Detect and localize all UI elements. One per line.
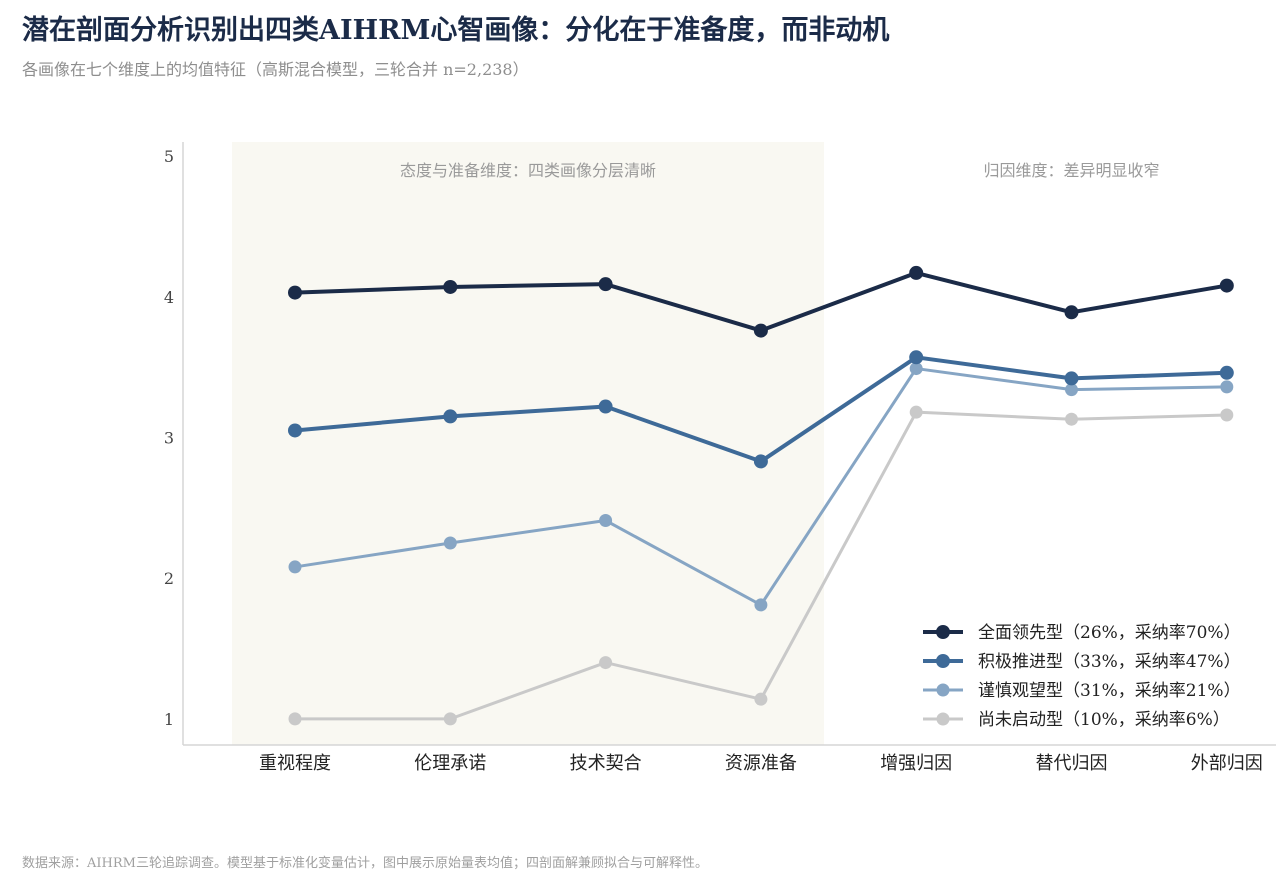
data-point bbox=[1064, 371, 1079, 386]
data-point bbox=[288, 712, 302, 726]
data-point bbox=[1065, 412, 1078, 426]
series-1 bbox=[288, 350, 1234, 469]
y-tick-label: 3 bbox=[164, 429, 174, 448]
legend-label: 积极推进型（33%，采纳率47%） bbox=[978, 652, 1241, 672]
y-tick-label: 1 bbox=[164, 710, 174, 729]
data-point bbox=[599, 656, 613, 670]
legend: 全面领先型（26%，采纳率70%） 积极推进型（33%，采纳率47%） 谨慎观望型（… bbox=[923, 623, 1241, 730]
data-point bbox=[288, 560, 302, 574]
data-point bbox=[288, 285, 302, 300]
band-label-1: 归因维度：差异明显收窄 bbox=[983, 161, 1159, 180]
y-tick-label: 5 bbox=[164, 147, 174, 166]
chart-subtitle: 各画像在七个维度上的均值特征（高斯混合模型，三轮合并 n=2,238） bbox=[22, 60, 529, 79]
x-tick-label: 增强归因 bbox=[880, 753, 952, 774]
legend-label: 谨慎观望型（31%，采纳率21%） bbox=[978, 681, 1241, 701]
data-point bbox=[909, 265, 924, 280]
data-point bbox=[753, 454, 768, 469]
data-point bbox=[909, 350, 924, 365]
data-point bbox=[443, 279, 458, 294]
chart-title: 潜在剖面分析识别出四类AIHRM心智画像：分化在于准备度，而非动机 bbox=[22, 15, 890, 46]
y-tick-label: 2 bbox=[164, 569, 174, 588]
chart-footer: 数据来源：AIHRM三轮追踪调查。模型基于标准化变量估计，图中展示原始量表均值；… bbox=[22, 856, 708, 871]
series-2 bbox=[288, 362, 1234, 612]
data-point bbox=[1219, 365, 1234, 380]
data-point bbox=[909, 362, 923, 376]
legend-marker bbox=[936, 654, 950, 668]
x-tick-label: 重视程度 bbox=[259, 753, 331, 774]
x-tick-label: 技术契合 bbox=[570, 753, 642, 774]
legend-marker bbox=[936, 712, 950, 726]
x-tick-label: 外部归因 bbox=[1191, 753, 1263, 774]
data-point bbox=[598, 399, 613, 414]
band-background-0 bbox=[232, 142, 824, 745]
data-point bbox=[288, 423, 302, 438]
data-point bbox=[909, 405, 923, 419]
series-3 bbox=[288, 405, 1234, 726]
data-point bbox=[753, 323, 768, 338]
x-tick-label: 替代归因 bbox=[1036, 753, 1108, 774]
data-point bbox=[1065, 383, 1078, 397]
data-point bbox=[443, 536, 457, 550]
legend-label: 尚未启动型（10%，采纳率6%） bbox=[978, 710, 1230, 730]
data-point bbox=[599, 514, 613, 528]
x-tick-label: 资源准备 bbox=[725, 753, 797, 774]
data-point bbox=[754, 692, 768, 706]
data-point bbox=[1064, 305, 1079, 320]
data-point bbox=[1220, 380, 1234, 394]
data-point bbox=[1219, 278, 1234, 293]
y-tick-label: 4 bbox=[164, 288, 174, 307]
legend-label: 全面领先型（26%，采纳率70%） bbox=[978, 623, 1241, 643]
band-label-0: 态度与准备维度：四类画像分层清晰 bbox=[400, 161, 656, 180]
series-0 bbox=[288, 265, 1234, 338]
legend-marker bbox=[936, 625, 950, 639]
legend-marker bbox=[936, 683, 950, 697]
x-tick-label: 伦理承诺 bbox=[414, 753, 486, 774]
data-point bbox=[443, 712, 457, 726]
data-point bbox=[754, 598, 768, 612]
data-point bbox=[443, 409, 458, 424]
data-point bbox=[1220, 408, 1234, 422]
data-point bbox=[598, 277, 613, 292]
